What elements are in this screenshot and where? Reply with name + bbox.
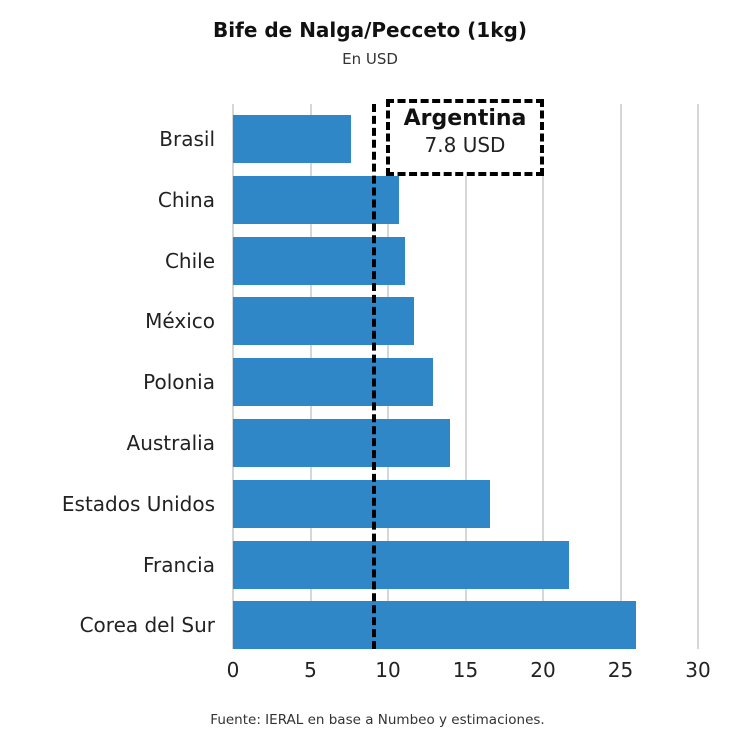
bar: [233, 297, 415, 346]
gridline: [697, 104, 699, 649]
x-tick-label: 25: [607, 658, 634, 682]
annotation-value: 7.8 USD: [424, 133, 506, 157]
x-tick-label: 30: [685, 658, 711, 682]
argentina-annotation: Argentina 7.8 USD: [386, 99, 544, 176]
category-label: Polonia: [143, 370, 215, 395]
category-label: Australia: [126, 431, 215, 455]
x-tick-label: 15: [452, 658, 479, 682]
category-label: China: [157, 187, 215, 212]
bar: [233, 601, 636, 650]
bar: [233, 540, 570, 589]
bar: [233, 236, 406, 285]
source-note: Fuente: IERAL en base a Numbeo y estimac…: [210, 712, 545, 728]
gridline: [464, 104, 467, 649]
gridline: [542, 104, 544, 649]
category-label: Estados Unidos: [61, 491, 215, 516]
category-label: Francia: [142, 552, 215, 577]
bar: [233, 115, 351, 163]
x-tick-label: 20: [530, 658, 556, 682]
annotation-label: Argentina: [403, 106, 527, 131]
argentina-reference-line: [372, 104, 376, 649]
x-tick-label: 10: [375, 658, 401, 682]
category-label: México: [145, 309, 215, 334]
bar: [233, 419, 450, 467]
category-label: Chile: [164, 248, 215, 273]
chart-subtitle: En USD: [342, 50, 398, 68]
bar: [233, 479, 491, 528]
gridline: [619, 104, 622, 649]
category-label: Brasil: [159, 127, 215, 151]
x-tick-label: 0: [226, 658, 240, 682]
category-label: Corea del Sur: [79, 613, 215, 638]
chart-title: Bife de Nalga/Pecceto (1kg): [213, 18, 527, 42]
bar: [233, 358, 433, 407]
bar: [233, 175, 399, 224]
x-tick-label: 5: [304, 658, 317, 682]
